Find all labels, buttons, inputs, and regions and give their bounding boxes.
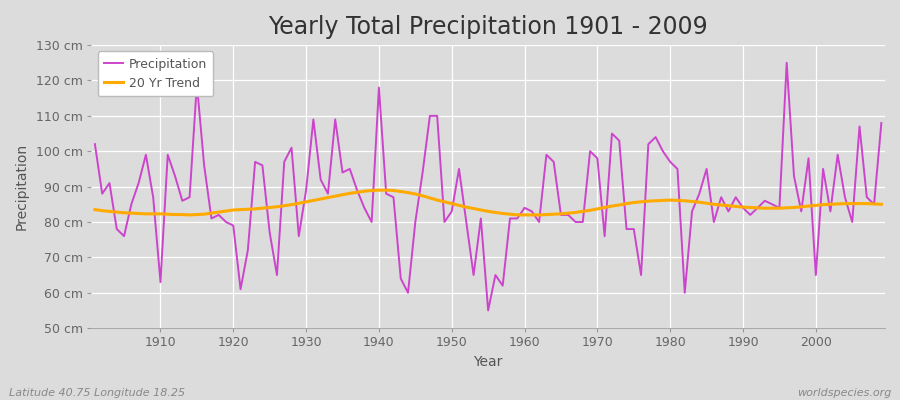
Precipitation xyxy=(482,308,493,313)
Precipitation xyxy=(352,188,363,192)
20 Yr Trend xyxy=(526,212,537,217)
20 Yr Trend xyxy=(89,207,100,212)
Precipitation xyxy=(308,117,319,122)
Precipitation xyxy=(526,209,537,214)
Title: Yearly Total Precipitation 1901 - 2009: Yearly Total Precipitation 1901 - 2009 xyxy=(268,15,708,39)
20 Yr Trend xyxy=(621,201,632,206)
X-axis label: Year: Year xyxy=(473,355,503,369)
Text: Latitude 40.75 Longitude 18.25: Latitude 40.75 Longitude 18.25 xyxy=(9,388,185,398)
20 Yr Trend xyxy=(534,212,544,217)
Precipitation xyxy=(89,142,100,146)
20 Yr Trend xyxy=(184,212,195,217)
Precipitation xyxy=(876,120,886,125)
Line: Precipitation: Precipitation xyxy=(94,63,881,310)
20 Yr Trend xyxy=(148,212,158,216)
Precipitation xyxy=(614,138,625,143)
Legend: Precipitation, 20 Yr Trend: Precipitation, 20 Yr Trend xyxy=(97,51,213,96)
20 Yr Trend xyxy=(359,189,370,194)
Precipitation xyxy=(781,60,792,65)
20 Yr Trend xyxy=(876,202,886,207)
Text: worldspecies.org: worldspecies.org xyxy=(796,388,891,398)
20 Yr Trend xyxy=(315,196,326,201)
Line: 20 Yr Trend: 20 Yr Trend xyxy=(94,190,881,215)
Precipitation xyxy=(148,195,158,200)
20 Yr Trend xyxy=(374,188,384,192)
Y-axis label: Precipitation: Precipitation xyxy=(15,143,29,230)
Precipitation xyxy=(519,206,530,210)
